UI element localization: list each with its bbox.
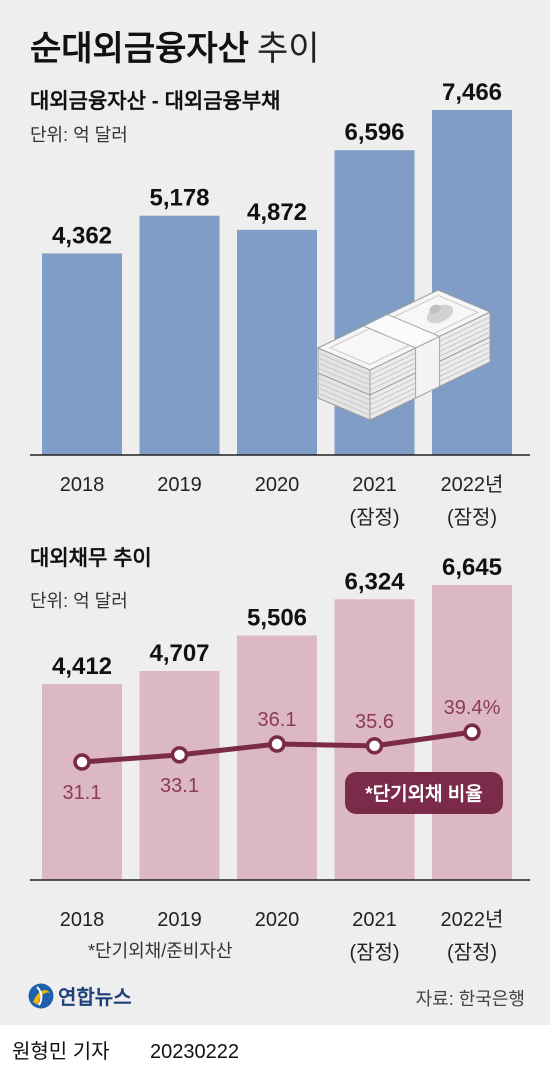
- chart1-title-main: 순대외금융자산: [30, 30, 249, 68]
- debt-bar: [237, 635, 317, 880]
- chart2-year-label: 2019: [157, 909, 202, 931]
- ratio-point: [463, 723, 481, 741]
- bill-edge: [317, 341, 491, 401]
- ratio-value-label: 33.1: [160, 775, 199, 797]
- debt-value-label: 4,707: [149, 640, 209, 667]
- chart1-provisional-label: (잠정): [447, 506, 497, 529]
- chart1-year-label: 2021: [352, 474, 397, 496]
- ratio-point: [170, 746, 189, 764]
- chart2-year-label: 2021: [352, 909, 397, 931]
- chart1-year-label: 2018: [60, 474, 105, 496]
- debt-bar: [42, 684, 122, 880]
- ratio-point: [365, 737, 384, 755]
- chart1-subtitle: 대외금융자산 - 대외금융부채: [30, 90, 281, 113]
- bill-portrait-head: [429, 304, 441, 314]
- chart2-title: 대외채무 추이: [30, 547, 152, 570]
- chart2-provisional-label: (잠정): [447, 941, 497, 964]
- chart1-title-suffix: 추이: [257, 30, 320, 68]
- chart2-plot: 4,412 4,707 5,506 6,324 6,645: [42, 554, 512, 880]
- ratio-legend-box: [345, 772, 503, 814]
- bill-edge: [317, 356, 491, 416]
- chart2-provisional-label: (잠정): [349, 941, 399, 964]
- logo-text: 연합뉴스: [58, 986, 132, 1009]
- chart2-x-axis: 2018 2019 2020 2021 (잠정) 2022년 (잠정): [60, 908, 504, 964]
- bill-edge: [317, 331, 491, 391]
- ratio-legend-label: *단기외채 비율: [365, 783, 483, 805]
- yonhap-logo-icon: [28, 983, 54, 1009]
- chart1-year-label: 2019: [157, 474, 202, 496]
- byline-date: 20230222: [150, 1041, 239, 1063]
- chart1-provisional-label: (잠정): [349, 506, 399, 529]
- logo-stroke: [36, 986, 43, 1006]
- debt-value-label: 6,645: [442, 554, 502, 581]
- bill-edge: [317, 351, 491, 411]
- bill-edge: [317, 321, 491, 381]
- bundle-band-side: [415, 335, 441, 399]
- debt-value-label: 4,412: [52, 653, 112, 680]
- asset-value-label: 7,466: [442, 79, 502, 106]
- byline-reporter: 원형민 기자: [12, 1040, 110, 1063]
- asset-value-label: 5,178: [149, 185, 209, 212]
- asset-value-label: 6,596: [344, 119, 404, 146]
- asset-bar: [432, 110, 512, 455]
- chart1-x-axis: 2018 2019 2020 2021 (잠정) 2022년 (잠정): [60, 473, 504, 529]
- chart1-title: 순대외금융자산 추이: [30, 30, 320, 68]
- ratio-value-label: 31.1: [63, 782, 102, 804]
- ratio-value-label: 35.6: [355, 711, 394, 733]
- bill-edge: [317, 326, 491, 386]
- bundle-separator: [317, 336, 491, 396]
- chart2-year-label: 2020: [255, 909, 300, 931]
- asset-bar: [42, 253, 122, 455]
- asset-bar: [139, 215, 220, 455]
- ratio-point: [73, 753, 91, 771]
- chart2-unit: 단위: 억 달러: [30, 591, 128, 611]
- byline-strip: [0, 1025, 550, 1071]
- bill-edge: [317, 346, 491, 406]
- ratio-line-series: 31.1 33.1 36.1 35.6 39.4%: [63, 697, 501, 804]
- debt-value-label: 6,324: [344, 568, 405, 595]
- chart2-year-label: 2022년: [441, 908, 504, 931]
- chart1-unit: 단위: 억 달러: [30, 125, 128, 145]
- ratio-point: [268, 735, 286, 753]
- stack-bill-edges: [317, 316, 491, 416]
- asset-value-label: 4,872: [247, 199, 307, 226]
- bill-border: [328, 294, 480, 366]
- debt-bar: [139, 671, 220, 880]
- asset-value-label: 4,362: [52, 222, 112, 249]
- chart1-plot: 4,362 5,178 4,872 6,596 7,466: [42, 79, 512, 455]
- ratio-value-label: 39.4%: [444, 697, 501, 719]
- source-note: 자료: 한국은행: [416, 989, 525, 1009]
- bill-edge: [317, 316, 491, 376]
- chart2-year-label: 2018: [60, 909, 105, 931]
- chart1-year-label: 2020: [255, 474, 300, 496]
- ratio-legend: *단기외채 비율: [345, 772, 503, 814]
- debt-value-label: 5,506: [247, 605, 307, 632]
- money-stack-icon: [316, 289, 492, 421]
- logo-swoosh: [33, 990, 50, 1005]
- asset-bar: [237, 229, 317, 455]
- chart1-year-label: 2022년: [441, 473, 504, 496]
- ratio-value-label: 36.1: [258, 709, 297, 731]
- chart2-footnote: *단기외채/준비자산: [88, 941, 233, 961]
